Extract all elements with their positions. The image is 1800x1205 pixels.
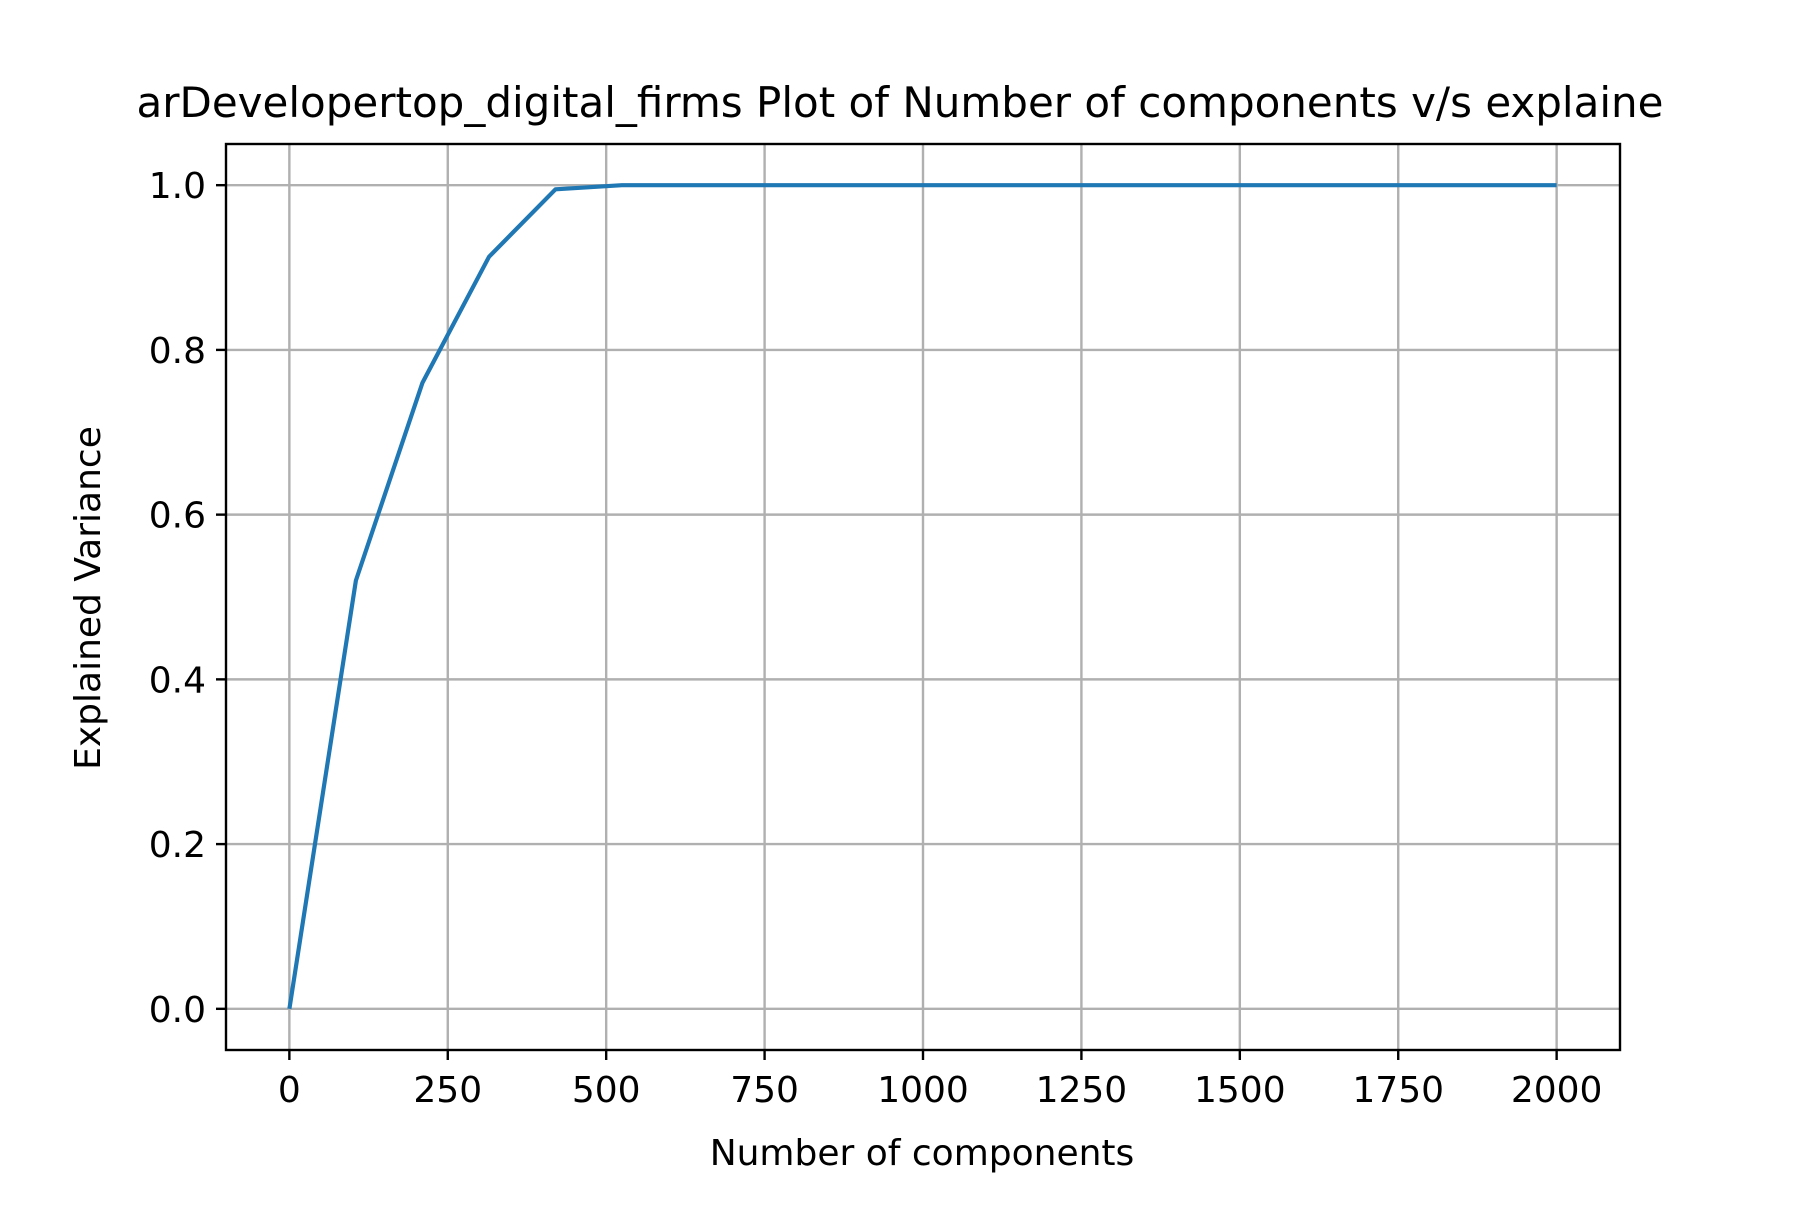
y-tick-label: 0.6 (149, 496, 206, 537)
chart-title: arDevelopertop_digital_firms Plot of Num… (137, 78, 1664, 127)
y-tick-label: 1.0 (149, 166, 206, 207)
y-axis-label: Explained Variance (68, 426, 109, 770)
x-tick-label: 0 (278, 1070, 301, 1111)
x-tick-label: 1500 (1194, 1070, 1286, 1111)
x-tick-label: 1750 (1352, 1070, 1444, 1111)
y-tick-label: 0.2 (149, 825, 206, 866)
x-tick-label: 750 (730, 1070, 799, 1111)
y-tick-label: 0.4 (149, 660, 206, 701)
grid (226, 144, 1620, 1050)
x-tick-label: 250 (413, 1070, 482, 1111)
y-axis-ticks: 0.0 0.2 0.4 0.6 0.8 1.0 (149, 166, 226, 1031)
x-axis-label: Number of components (710, 1133, 1135, 1174)
x-tick-label: 2000 (1511, 1070, 1603, 1111)
y-tick-label: 0.8 (149, 331, 206, 372)
series-line (287, 183, 1557, 1010)
x-tick-label: 1000 (877, 1070, 969, 1111)
x-tick-label: 500 (572, 1070, 641, 1111)
y-tick-label: 0.0 (149, 990, 206, 1031)
x-axis-ticks: 0 250 500 750 1000 1250 1500 1750 2000 (278, 1050, 1603, 1111)
series-layer (287, 183, 1557, 1010)
x-tick-label: 1250 (1036, 1070, 1128, 1111)
